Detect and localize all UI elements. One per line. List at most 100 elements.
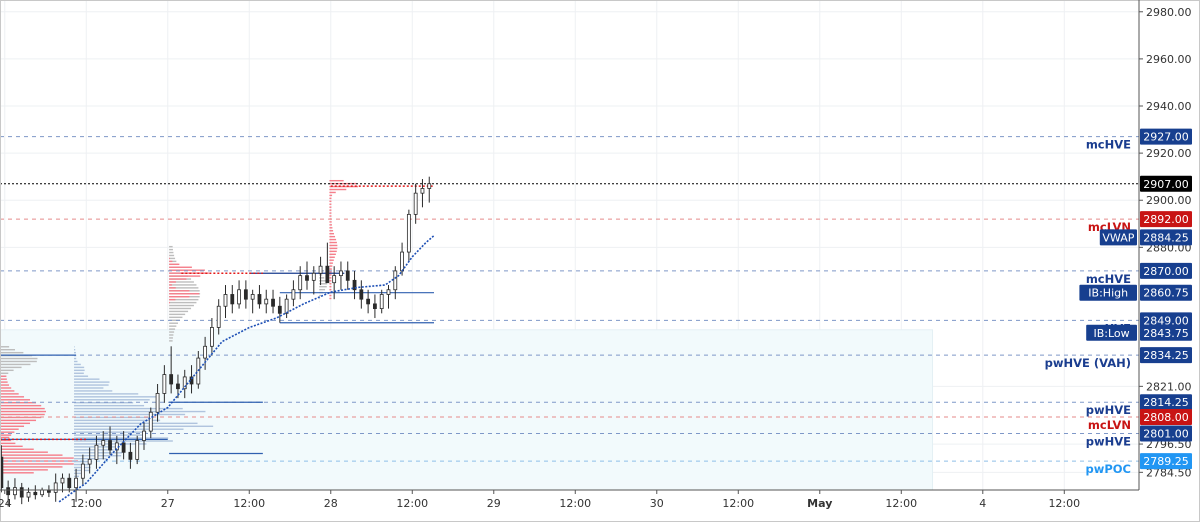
volume-profile-bar (74, 387, 103, 388)
volume-profile-bar (0, 411, 46, 412)
volume-profile-bar (74, 414, 185, 415)
volume-profile-bar (0, 393, 19, 394)
price-tag-label: 2801.00 (1143, 427, 1189, 440)
volume-profile-bar (169, 302, 170, 303)
volume-profile-bar (169, 328, 175, 329)
x-axis-tick-label: 24 (0, 497, 12, 510)
volume-profile-bar (0, 384, 9, 385)
volume-profile-bar (0, 358, 37, 359)
candle-body (41, 490, 44, 495)
volume-profile-bar (74, 367, 84, 368)
volume-profile-bar (329, 180, 343, 181)
volume-profile-bar (329, 239, 336, 240)
candle-body (346, 271, 349, 280)
candle-body (163, 375, 166, 394)
x-axis-tick-label: 28 (324, 497, 338, 510)
x-axis-tick-label: 12:00 (396, 497, 428, 510)
x-axis-tick-label: 12:00 (722, 497, 754, 510)
level-name-label: pwHVE (VAH) (1045, 356, 1131, 370)
candle-body (170, 375, 173, 384)
x-axis-tick-label: 12:00 (1048, 497, 1080, 510)
volume-profile-bar (169, 278, 186, 279)
volume-profile-bar (329, 215, 331, 216)
volume-profile-bar (74, 378, 99, 379)
candle-body (61, 478, 64, 483)
value-area-zone (0, 330, 933, 490)
volume-profile-bar (329, 268, 331, 269)
candle-body (7, 488, 10, 495)
candle-body (373, 304, 376, 309)
volume-profile-bar (169, 311, 188, 312)
volume-profile-bar (0, 396, 24, 397)
volume-profile-bar (319, 295, 321, 296)
volume-profile-bar (169, 284, 172, 285)
volume-profile-bar (169, 302, 196, 303)
volume-profile-bar (169, 337, 173, 338)
volume-profile-bar (0, 466, 63, 467)
y-axis-tick-label: 2900.00 (1146, 194, 1192, 207)
volume-profile-bar (329, 195, 332, 196)
price-tag-label: 2843.75 (1143, 327, 1189, 340)
x-axis-tick-label: 27 (161, 497, 175, 510)
level-name-label: pwHVE (1086, 403, 1131, 417)
price-tag-label: 2789.25 (1143, 455, 1189, 468)
x-axis-tick-label: 30 (650, 497, 664, 510)
volume-profile-bar (329, 280, 331, 281)
candle-body (285, 299, 288, 313)
volume-profile-bar (169, 334, 173, 335)
candle-body (176, 384, 179, 389)
candle-body (278, 306, 281, 313)
volume-profile-bar (329, 206, 331, 207)
volume-profile-bar (169, 296, 189, 297)
volume-profile-bar (169, 261, 172, 262)
candle-body (387, 290, 390, 295)
volume-profile-bar (0, 399, 30, 400)
volume-profile-bar (0, 361, 37, 362)
volume-profile-bar (329, 262, 333, 263)
volume-profile-bar (329, 248, 337, 249)
candle-body (149, 412, 152, 431)
candle-body (34, 492, 37, 494)
volume-profile-bar (0, 378, 7, 379)
level-name-label: pwPOC (1085, 462, 1131, 476)
volume-profile-bar (0, 426, 24, 427)
volume-profile-bar (329, 274, 331, 275)
volume-profile-bar (329, 245, 337, 246)
candle-body (109, 441, 112, 450)
candle-body (142, 431, 145, 440)
candle-body (244, 290, 247, 299)
volume-profile-bar (319, 286, 327, 287)
volume-profile-bar (0, 405, 41, 406)
candle-body (258, 294, 261, 303)
volume-profile-bar (0, 463, 74, 464)
candle-body (265, 299, 268, 304)
volume-profile-bar (0, 381, 8, 382)
volume-profile-bar (329, 192, 335, 193)
volume-profile-bar (0, 429, 19, 430)
y-axis-tick-label: 2960.00 (1146, 53, 1192, 66)
volume-profile-bar (329, 198, 331, 199)
volume-profile-bar (169, 287, 176, 288)
volume-profile-bar (169, 258, 170, 259)
y-axis-tick-label: 2821.00 (1146, 380, 1192, 393)
volume-profile-bar (0, 434, 11, 435)
candle-body (319, 266, 322, 273)
volume-profile-bar (0, 408, 45, 409)
volume-profile-bar (329, 212, 331, 213)
price-tag-label: 2927.00 (1143, 131, 1189, 144)
candle-body (333, 276, 336, 283)
volume-profile-bar (329, 251, 336, 252)
volume-profile-bar (0, 469, 48, 470)
volume-profile-bar (169, 308, 191, 309)
volume-profile-bar (0, 454, 63, 455)
level-name-label: pwHVE (1086, 434, 1131, 448)
volume-profile-bar (169, 275, 200, 276)
price-tag-label: 2834.25 (1143, 349, 1189, 362)
volume-profile-bar (169, 299, 175, 300)
candle-body (204, 346, 207, 358)
candle-body (292, 290, 295, 299)
candle-body (156, 393, 159, 412)
volume-profile-bar (169, 323, 178, 324)
